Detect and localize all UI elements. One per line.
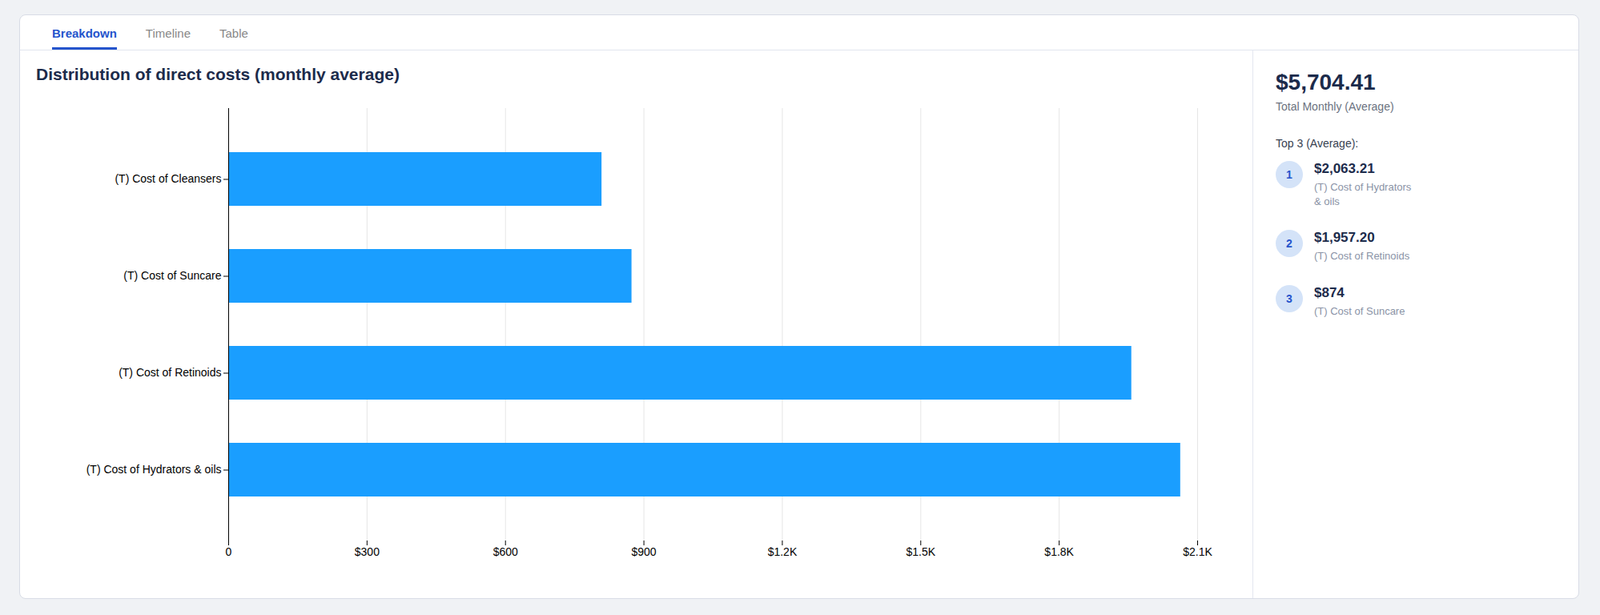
svg-text:$1.2K: $1.2K <box>767 545 798 559</box>
html-text:(T) Cost of Hydrators & oils: (T) Cost of Hydrators & oils <box>1314 180 1412 208</box>
svg-text:$1.5K: $1.5K <box>905 545 936 559</box>
html-text:Distribution of direct costs (: Distribution of direct costs (monthly av… <box>36 64 400 84</box>
html-text:Table: Table <box>219 26 249 41</box>
svg-text:(T) Cost of Retinoids: (T) Cost of Retinoids <box>118 365 222 379</box>
svg-text:$600: $600 <box>493 545 519 559</box>
html-text:2: 2 <box>1286 237 1293 251</box>
svg-text:(T) Cost of Hydrators & oils: (T) Cost of Hydrators & oils <box>86 462 222 476</box>
svg-text:$900: $900 <box>631 545 656 559</box>
html-text:(T) Cost of Retinoids: (T) Cost of Retinoids <box>1314 250 1410 263</box>
svg-text:$300: $300 <box>354 545 380 559</box>
svg-text:(T) Cost of Cleansers: (T) Cost of Cleansers <box>114 172 222 185</box>
html-text:3: 3 <box>1286 291 1293 305</box>
html-text:Timeline: Timeline <box>145 26 191 41</box>
html-text:Breakdown: Breakdown <box>52 26 117 41</box>
svg-text:(T) Cost of Suncare: (T) Cost of Suncare <box>123 269 222 282</box>
svg-text:0: 0 <box>225 545 233 559</box>
html-text:Top 3 (Average):: Top 3 (Average): <box>1275 136 1359 150</box>
svg-text:$1.8K: $1.8K <box>1044 545 1074 559</box>
svg-text:$2.1K: $2.1K <box>1182 545 1213 559</box>
html-text:$2,063.21: $2,063.21 <box>1314 160 1375 177</box>
html-text:$5,704.41: $5,704.41 <box>1275 69 1376 95</box>
html-text:Total Monthly (Average): Total Monthly (Average) <box>1275 100 1394 113</box>
html-text:1: 1 <box>1286 168 1293 181</box>
html-text:$1,957.20: $1,957.20 <box>1314 230 1375 246</box>
html-text:$874: $874 <box>1314 284 1345 300</box>
html-text:(T) Cost of Suncare: (T) Cost of Suncare <box>1314 304 1405 317</box>
